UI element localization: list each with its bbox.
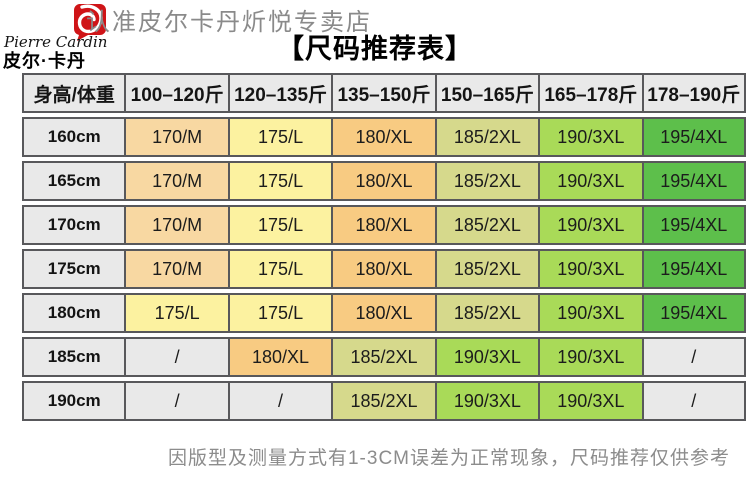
table-row: 180cm 175/L 175/L 180/XL 185/2XL 190/3XL… — [22, 293, 746, 333]
size-cell: 190/3XL — [539, 205, 643, 245]
size-cell: 185/2XL — [332, 337, 436, 377]
size-cell: 195/4XL — [642, 117, 746, 157]
size-cell: 195/4XL — [642, 205, 746, 245]
size-cell: 170/M — [125, 249, 229, 289]
column-header: 100–120斤 — [125, 73, 229, 113]
size-cell: 185/2XL — [435, 293, 540, 333]
size-cell: 175/L — [228, 205, 333, 245]
size-cell: 175/L — [228, 161, 333, 201]
size-cell: 180/XL — [228, 337, 333, 377]
table-row: 190cm / / 185/2XL 190/3XL 190/3XL / — [22, 381, 746, 421]
brand-script-name: Pierre Cardin — [4, 33, 108, 51]
size-cell: 180/XL — [332, 205, 436, 245]
column-header: 150–165斤 — [435, 73, 540, 113]
row-label: 180cm — [22, 293, 126, 333]
column-header: 178–190斤 — [642, 73, 746, 113]
size-cell: 175/L — [228, 249, 333, 289]
size-cell: 195/4XL — [642, 161, 746, 201]
brand-cn-name: 皮尔·卡丹 — [3, 51, 86, 71]
size-cell: 185/2XL — [435, 117, 540, 157]
size-cell: 190/3XL — [539, 381, 643, 421]
row-label: 175cm — [22, 249, 126, 289]
column-header: 135–150斤 — [332, 73, 436, 113]
size-cell: 175/L — [228, 293, 333, 333]
size-cell: 185/2XL — [332, 381, 436, 421]
row-label: 165cm — [22, 161, 126, 201]
size-cell: 195/4XL — [642, 249, 746, 289]
table-row: 165cm 170/M 175/L 180/XL 185/2XL 190/3XL… — [22, 161, 746, 201]
table-row: 185cm / 180/XL 185/2XL 190/3XL 190/3XL / — [22, 337, 746, 377]
size-cell: 180/XL — [332, 117, 436, 157]
size-cell: 170/M — [125, 117, 229, 157]
size-cell: / — [125, 381, 229, 421]
footer-note: 因版型及测量方式有1-3CM误差为正常现象，尺码推荐仅供参考 — [167, 448, 730, 469]
size-cell: 190/3XL — [539, 161, 643, 201]
column-header: 165–178斤 — [539, 73, 643, 113]
size-cell: 185/2XL — [435, 161, 540, 201]
column-header: 120–135斤 — [228, 73, 333, 113]
size-cell: 180/XL — [332, 293, 436, 333]
size-cell: 170/M — [125, 161, 229, 201]
size-cell: 190/3XL — [435, 337, 540, 377]
size-cell: 170/M — [125, 205, 229, 245]
header-row: 身高/体重 100–120斤 120–135斤 135–150斤 150–165… — [22, 73, 746, 113]
store-banner: 认准皮尔卡丹炘悦专卖店 — [86, 10, 372, 36]
table-row: 170cm 170/M 175/L 180/XL 185/2XL 190/3XL… — [22, 205, 746, 245]
row-label: 185cm — [22, 337, 126, 377]
table-row: 175cm 170/M 175/L 180/XL 185/2XL 190/3XL… — [22, 249, 746, 289]
size-cell: 195/4XL — [642, 293, 746, 333]
size-cell: 185/2XL — [435, 205, 540, 245]
row-label: 160cm — [22, 117, 126, 157]
row-label: 170cm — [22, 205, 126, 245]
size-cell: 180/XL — [332, 249, 436, 289]
size-cell: / — [125, 337, 229, 377]
pierre-cardin-logo-icon — [73, 4, 106, 41]
size-cell: 185/2XL — [435, 249, 540, 289]
size-cell: / — [642, 337, 746, 377]
size-cell: / — [642, 381, 746, 421]
size-cell: 175/L — [125, 293, 229, 333]
size-cell: 190/3XL — [539, 117, 643, 157]
size-cell: 175/L — [228, 117, 333, 157]
column-header: 身高/体重 — [22, 73, 126, 113]
size-cell: 190/3XL — [435, 381, 540, 421]
size-cell: 190/3XL — [539, 337, 643, 377]
table-row: 160cm 170/M 175/L 180/XL 185/2XL 190/3XL… — [22, 117, 746, 157]
size-cell: 180/XL — [332, 161, 436, 201]
size-cell: 190/3XL — [539, 249, 643, 289]
size-cell: / — [228, 381, 333, 421]
page-title: 【尺码推荐表】 — [277, 34, 473, 64]
row-label: 190cm — [22, 381, 126, 421]
size-cell: 190/3XL — [539, 293, 643, 333]
size-table: 身高/体重 100–120斤 120–135斤 135–150斤 150–165… — [22, 69, 746, 425]
